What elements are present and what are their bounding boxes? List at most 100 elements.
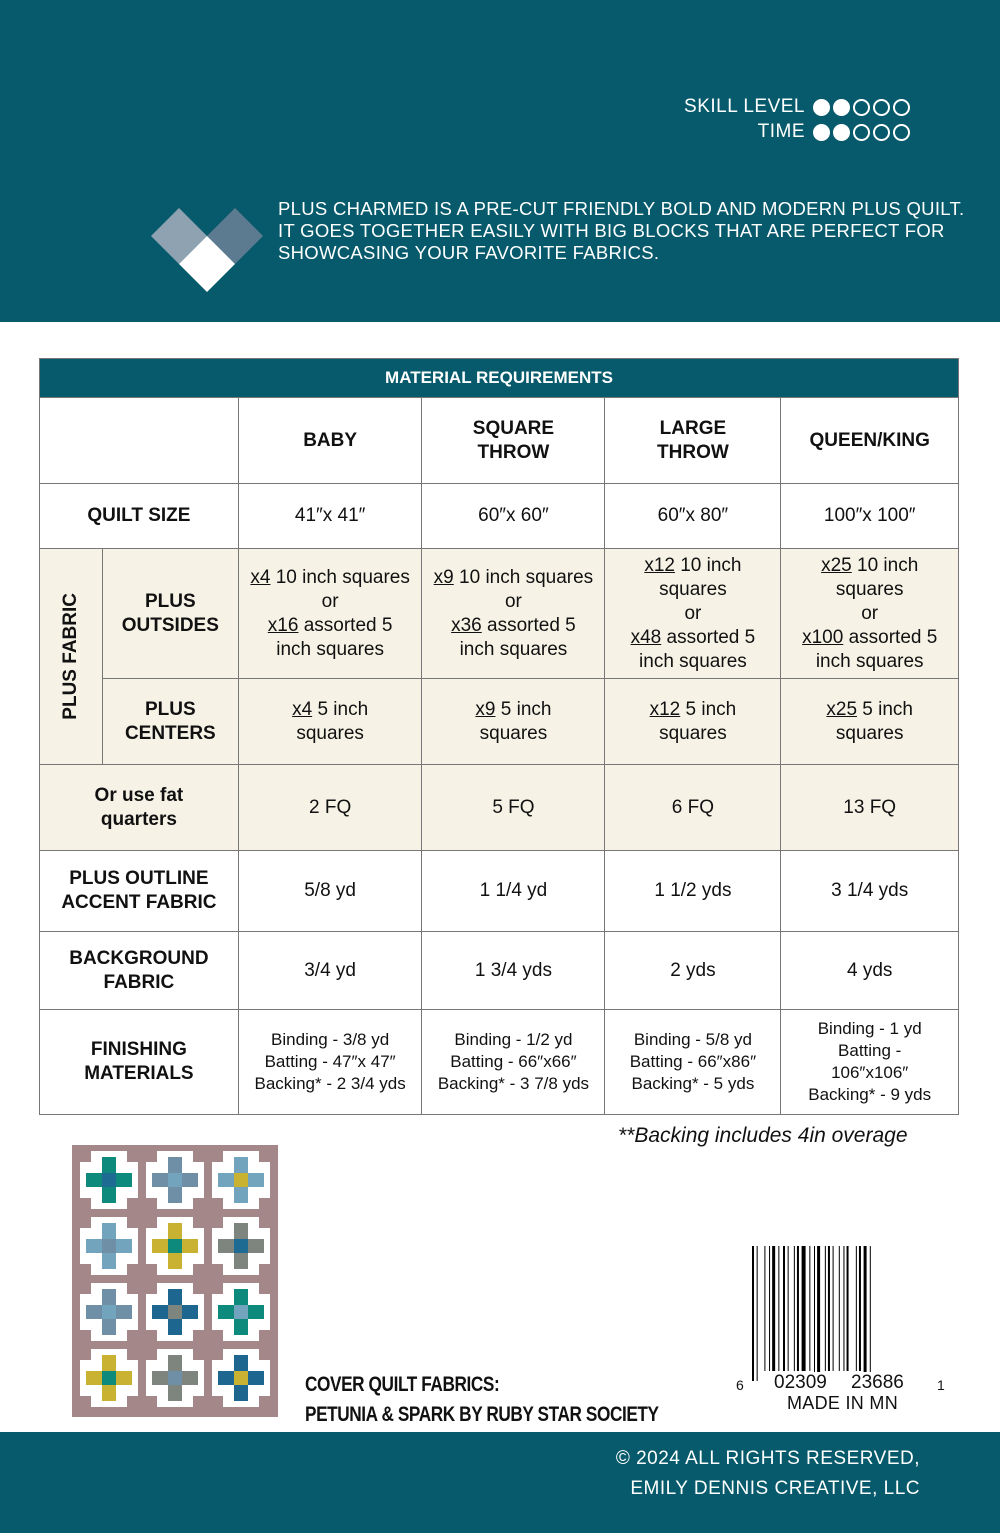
plus-center xyxy=(168,1239,182,1253)
quantity: x25 xyxy=(826,698,858,720)
cell-text: 5/8 yd xyxy=(304,880,356,901)
barcode-bar xyxy=(827,1246,830,1371)
table-cell: 1 3/4 yds xyxy=(421,931,606,1010)
cell-text: 6 FQ xyxy=(671,796,715,818)
cover-quilt-image xyxy=(72,1145,278,1417)
cell-line: or xyxy=(781,602,958,626)
time-level: TIME xyxy=(758,121,910,143)
plus-center xyxy=(168,1371,182,1385)
cell-text: squares xyxy=(659,578,727,600)
cell-line: squares xyxy=(239,722,422,746)
row-label: PLUS OUTLINE ACCENT FABRIC xyxy=(39,850,239,932)
barcode-digits: 02309 xyxy=(772,1372,829,1394)
cell-line: x12 5 inch xyxy=(605,698,780,722)
cell-text: 2 FQ xyxy=(309,796,352,818)
barcode-bar xyxy=(801,1246,806,1371)
quantity: x16 xyxy=(267,614,299,636)
plus-center xyxy=(234,1305,248,1319)
cell-text: 1 1/4 yd xyxy=(479,880,548,901)
cell-text: Binding - 5/8 yd xyxy=(633,1030,752,1049)
table-row: BACKGROUND FABRIC 3/4 yd 1 3/4 yds 2 yds 4 y… xyxy=(39,931,959,1010)
cell-line: 4 yds xyxy=(781,959,958,983)
intro-line: IT GOES TOGETHER EASILY WITH BIG BLOCKS … xyxy=(278,220,945,241)
table-row: PLUS FABRIC PLUS OUTSIDES x4 10 inch squar… xyxy=(39,548,959,765)
barcode-bar xyxy=(778,1246,780,1371)
table-cell: 60″x 80″ xyxy=(604,483,782,549)
column-header: SQUARE THROW xyxy=(421,397,606,484)
heart-logo-icon xyxy=(151,208,263,292)
cell-text: 3 1/4 yds xyxy=(831,880,909,901)
barcode-digits: 23686 xyxy=(849,1372,906,1394)
cell-text: squares xyxy=(659,722,727,744)
table-row: FINISHING MATERIALS Binding - 3/8 yd Batti… xyxy=(39,1009,959,1115)
cell-text: 5 inch xyxy=(857,698,913,720)
cell-line: 1 3/4 yds xyxy=(422,959,604,983)
barcode-bar xyxy=(756,1246,758,1381)
plus-center xyxy=(102,1173,116,1187)
table-title: MATERIAL REQUIREMENTS xyxy=(39,358,959,398)
barcode-bar xyxy=(783,1246,785,1371)
cell-text: 5 inch xyxy=(312,698,369,720)
table-cell: 3 1/4 yds xyxy=(780,850,959,932)
cell-text: Batting - 66″x66″ xyxy=(450,1052,577,1071)
cell-text: 10 inch xyxy=(674,554,742,576)
cell-text: assorted 5 xyxy=(843,626,938,648)
barcode-bar xyxy=(809,1246,811,1371)
barcode-bar xyxy=(858,1246,861,1371)
quantity: x4 xyxy=(250,566,271,588)
empty-dot-icon xyxy=(873,98,890,116)
cell-line: inch squares xyxy=(422,638,604,662)
made-in-label: MADE IN MN xyxy=(787,1393,898,1413)
cell-line: inch squares xyxy=(239,638,422,662)
cell-line: 100″x 100″ xyxy=(781,504,958,528)
cell-line: 1 1/4 yd xyxy=(422,879,604,903)
barcode-bar xyxy=(855,1246,857,1371)
table-cell: 1 1/4 yd xyxy=(421,850,606,932)
barcode-bar xyxy=(817,1246,821,1381)
quantity: x25 xyxy=(821,554,852,576)
barcode-bar xyxy=(824,1246,826,1371)
cell-line: 60″x 80″ xyxy=(605,504,780,528)
cell-text: Backing* - 9 yds xyxy=(808,1085,932,1104)
cell-line: 3/4 yd xyxy=(239,959,422,983)
quantity: x36 xyxy=(451,614,482,636)
cell-line: Batting - 66″x66″ xyxy=(422,1051,604,1073)
barcode-bar xyxy=(769,1246,771,1371)
barcode-bar xyxy=(793,1246,795,1371)
cell-text: 5 FQ xyxy=(492,796,535,818)
table-cell: Binding - 3/8 yd Batting - 47″x 47″ Backin… xyxy=(237,1009,423,1115)
barcode-bar xyxy=(863,1246,867,1381)
column-header: BABY xyxy=(237,397,423,484)
table-cell: x12 10 inch squares or x48 assorted 5 inch s… xyxy=(604,548,782,679)
column-header: QUEEN/KING xyxy=(780,397,959,484)
cell-line: or xyxy=(422,590,604,614)
cell-text: 1 3/4 yds xyxy=(474,959,552,981)
cell-line: 6 FQ xyxy=(605,796,780,820)
table-cell: 1 1/2 yds xyxy=(604,850,782,932)
cell-text: squares xyxy=(835,722,904,744)
cell-line: 1 1/2 yds xyxy=(605,879,780,903)
cell-line: squares xyxy=(605,578,780,602)
table-cell: 5 FQ xyxy=(421,764,606,851)
cell-text: squares xyxy=(835,578,904,600)
empty-header-cell xyxy=(39,397,239,484)
barcode-bar xyxy=(752,1246,754,1381)
cell-line: squares xyxy=(781,578,958,602)
cell-line: x25 10 inch xyxy=(781,554,958,578)
table-row: PLUS OUTLINE ACCENT FABRIC 5/8 yd 1 1/4 yd… xyxy=(39,850,959,932)
cell-text: Backing* - 3 7/8 yds xyxy=(437,1074,590,1093)
table-cell: x4 5 inch squares xyxy=(237,678,423,765)
cell-line: or xyxy=(239,590,422,614)
cell-text: squares xyxy=(296,722,364,744)
cell-text: Batting - xyxy=(838,1041,902,1060)
cell-text: 1 1/2 yds xyxy=(654,880,732,901)
plus-center xyxy=(234,1173,248,1187)
cell-text: 106″x106″ xyxy=(831,1063,909,1082)
plus-fabric-group-label: PLUS FABRIC xyxy=(39,548,103,765)
cell-line: squares xyxy=(605,722,780,746)
cell-text: 60″x 60″ xyxy=(478,505,549,526)
intro-line: PLUS CHARMED IS A PRE-CUT FRIENDLY BOLD … xyxy=(278,198,965,219)
cell-line: 2 FQ xyxy=(239,796,422,820)
table-cell: x25 5 inch squares xyxy=(780,678,959,765)
plus-center xyxy=(234,1239,248,1253)
